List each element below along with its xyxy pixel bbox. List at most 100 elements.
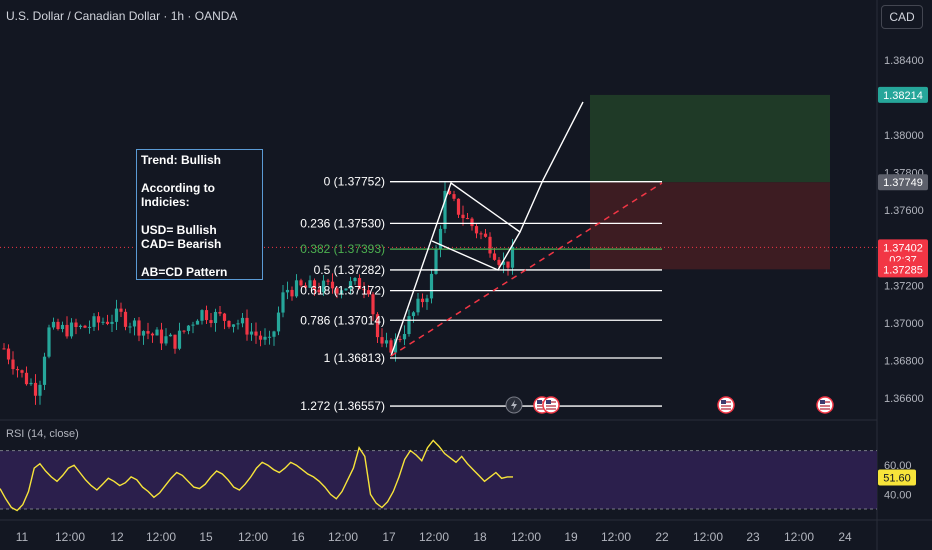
- candle-body: [420, 298, 425, 303]
- price-tick-label: 1.37200: [884, 280, 924, 292]
- candle-body: [447, 190, 452, 195]
- candle-body: [11, 359, 15, 370]
- candle-body: [213, 311, 218, 324]
- candle-body: [344, 288, 348, 291]
- candle-body: [303, 285, 308, 288]
- time-tick-label: 12:00: [419, 530, 449, 544]
- candle-body: [357, 277, 362, 289]
- candle-body: [114, 308, 119, 322]
- candle-body: [330, 281, 335, 289]
- candle-body: [294, 280, 299, 297]
- candle-body: [38, 384, 42, 396]
- candle-body: [425, 298, 429, 303]
- time-tick-label: 12: [110, 530, 124, 544]
- time-tick-label: 23: [746, 530, 760, 544]
- fib-level-label: 0.5 (1.37282): [314, 263, 385, 277]
- candle-body: [240, 317, 245, 324]
- candle-body: [308, 280, 312, 288]
- candle-body: [456, 198, 461, 215]
- price-badge: [878, 239, 928, 268]
- price-badge: [878, 174, 928, 191]
- rsi-line: [0, 439, 513, 512]
- time-tick-label: 12:00: [238, 530, 268, 544]
- candle-body: [474, 226, 479, 234]
- fib-level-label: 0 (1.37752): [324, 175, 385, 189]
- candle-body: [137, 320, 141, 336]
- candle-body: [416, 298, 420, 313]
- candle-body: [501, 261, 506, 265]
- price-tick-label: 1.36800: [884, 355, 924, 367]
- price-badge: [878, 261, 928, 278]
- candle-body: [182, 330, 186, 332]
- price-tick-label: 1.36600: [884, 393, 924, 405]
- time-tick-label: 12:00: [146, 530, 176, 544]
- candle-body: [15, 369, 20, 371]
- time-tick-label: 11: [16, 530, 29, 544]
- currency-button[interactable]: CAD: [881, 5, 923, 29]
- candle-body: [461, 214, 465, 219]
- time-tick-label: 12:00: [55, 530, 85, 544]
- candle-body: [177, 330, 182, 349]
- rsi-band: [0, 450, 877, 509]
- candle-body: [209, 320, 213, 324]
- candle-body: [335, 288, 339, 294]
- price-tick-label: 1.37600: [884, 205, 924, 217]
- candle-body: [429, 273, 434, 299]
- candle-body: [470, 218, 474, 227]
- candle-body: [123, 311, 128, 327]
- us-flag-icon: [816, 396, 834, 414]
- candle-body: [321, 280, 326, 293]
- candle-body: [312, 280, 317, 290]
- candle-body: [497, 259, 501, 265]
- time-tick-label: 15: [199, 530, 213, 544]
- candle-body: [42, 356, 47, 385]
- candle-body: [56, 321, 60, 330]
- candle-body: [452, 194, 456, 199]
- target-zone: [590, 94, 830, 183]
- candle-body: [150, 333, 155, 336]
- candle-body: [128, 326, 132, 328]
- candle-body: [492, 253, 497, 260]
- candle-body: [488, 236, 492, 254]
- fib-level-label: 1 (1.36813): [324, 351, 385, 365]
- rsi-title: RSI (14, close): [6, 428, 79, 440]
- candle-body: [83, 325, 87, 328]
- candle-body: [141, 331, 146, 336]
- candle-body: [506, 261, 510, 268]
- rsi-value-badge: [878, 469, 916, 486]
- candle-body: [465, 218, 470, 220]
- candle-body: [195, 320, 200, 325]
- candle-body: [227, 320, 231, 327]
- fib-level-label: 0.786 (1.37014): [300, 313, 385, 327]
- price-badge-label: 1.37285: [883, 264, 923, 276]
- candle-body: [263, 336, 267, 340]
- candle-body: [411, 312, 416, 317]
- candle-body: [87, 326, 92, 328]
- candle-body: [443, 190, 447, 229]
- candle-body: [375, 314, 380, 338]
- time-tick-label: 17: [382, 530, 396, 544]
- candle-body: [434, 248, 438, 274]
- rsi-tick-label: 40.00: [884, 489, 912, 501]
- candle-body: [272, 331, 276, 337]
- time-tick-label: 12:00: [328, 530, 358, 544]
- time-tick-label: 24: [838, 530, 852, 544]
- fib-level-label: 0.236 (1.37530): [300, 216, 385, 230]
- us-flag-canton: [546, 400, 551, 404]
- abcd-pattern-line: [431, 231, 521, 271]
- time-tick-label: 12:00: [601, 530, 631, 544]
- candle-body: [348, 281, 353, 289]
- candle-body: [173, 334, 177, 349]
- candle-body: [339, 290, 344, 294]
- candle-body: [249, 331, 254, 335]
- candle-body: [200, 310, 204, 321]
- candle-body: [69, 322, 74, 337]
- candle-body: [384, 340, 389, 344]
- price-tick-label: 1.38000: [884, 130, 924, 142]
- candle-body: [231, 324, 236, 327]
- fib-level-label: 0.618 (1.37172): [300, 284, 385, 298]
- candle-body: [276, 312, 281, 332]
- candle-body: [254, 331, 258, 336]
- candle-body: [29, 382, 33, 385]
